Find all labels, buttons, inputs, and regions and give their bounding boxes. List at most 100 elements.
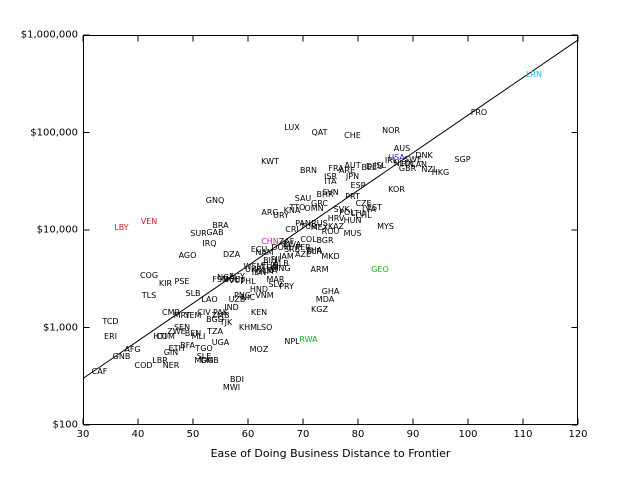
point-label-kor: KOR	[388, 184, 405, 194]
y-tick-label: $10,000	[36, 224, 78, 236]
point-label-sau: SAU	[294, 193, 312, 203]
point-label-gab: GAB	[206, 228, 224, 238]
point-label-pol: POL	[339, 207, 355, 217]
point-label-ago: AGO	[178, 251, 197, 261]
point-label-sle: SLE	[196, 351, 212, 361]
y-tick-label: $1,000,000	[20, 29, 78, 41]
point-label-est: EST	[366, 202, 383, 212]
point-label-mkd: MKD	[321, 251, 340, 261]
point-label-fji: FJI	[270, 255, 281, 265]
point-label-ecu: ECU	[250, 244, 268, 254]
x-tick-label: 120	[568, 429, 588, 440]
point-label-moz: MOZ	[249, 344, 269, 354]
point-label-mys: MYS	[377, 221, 394, 231]
point-label-zwe: ZWE	[167, 326, 186, 336]
point-label-arg: ARG	[261, 207, 279, 217]
point-label-phl: PHL	[240, 277, 256, 287]
point-label-irl: IRL	[384, 156, 398, 165]
point-label-eth: ETH	[168, 344, 185, 354]
point-label-tcd: TCD	[102, 316, 119, 326]
point-label-ukr: UKR	[245, 264, 262, 274]
point-label-tha: THA	[305, 245, 323, 255]
point-label-che: CHE	[344, 131, 361, 141]
point-label-isl: ISL	[374, 161, 386, 171]
point-label-nld: NLD	[393, 158, 411, 168]
point-label-cze: CZE	[355, 198, 372, 208]
point-label-fsm: FSM	[212, 274, 229, 284]
point-label-nor: NOR	[382, 126, 400, 136]
x-tick-label: 60	[241, 429, 255, 440]
point-label-col: COL	[300, 234, 317, 244]
point-label-rus: RUS	[311, 219, 328, 229]
point-label-aus: AUS	[393, 143, 411, 153]
point-label-omn: OMN	[304, 203, 324, 213]
point-label-dnk: DNK	[415, 150, 433, 160]
point-label-gmb: GMB	[200, 356, 219, 366]
point-label-bdi: BDI	[229, 374, 245, 384]
point-label-ita: ITA	[324, 177, 337, 187]
point-label-lrn: LRN	[526, 69, 542, 79]
point-label-tjk: TJK	[219, 318, 233, 328]
point-label-mng: MNG	[271, 263, 291, 273]
point-label-bfa: BFA	[180, 340, 195, 350]
point-label-gtm: GTM	[255, 267, 274, 277]
point-label-zmb: ZMB	[211, 311, 230, 321]
point-label-ben: BEN	[184, 329, 202, 339]
point-label-vnm: VNM	[255, 291, 274, 301]
point-label-gnq: GNQ	[205, 195, 225, 205]
point-label-tgo: TGO	[195, 344, 213, 354]
point-label-pse: PSE	[174, 277, 190, 287]
y-tick-label: $1,000	[43, 322, 78, 333]
point-label-cod: COD	[134, 361, 153, 371]
point-label-qat: QAT	[311, 127, 328, 137]
point-label-tls: TLS	[141, 291, 157, 301]
point-label-hrv: HRV	[327, 213, 345, 223]
point-label-irq: IRQ	[202, 238, 217, 248]
point-label-aze: AZE	[294, 250, 312, 260]
point-label-slb: SLB	[185, 289, 201, 299]
point-label-fro: FRO	[470, 107, 488, 117]
plot-frame-and-fit-line	[82, 34, 579, 426]
point-label-nam: NAM	[255, 248, 274, 258]
point-label-cmr: CMR	[161, 308, 181, 318]
x-tick-label: 90	[406, 429, 420, 440]
point-label-dom: DOM	[271, 243, 291, 253]
point-label-bgr: BGR	[316, 236, 334, 246]
point-label-blr: BLR	[306, 246, 322, 256]
point-label-hkg: HKG	[431, 168, 450, 178]
point-label-tun: TUN	[261, 260, 279, 270]
point-label-zaf: ZAF	[278, 236, 295, 246]
point-label-mar: MAR	[266, 274, 285, 284]
point-label-rwa: RWA	[299, 335, 318, 345]
point-label-arm: ARM	[310, 264, 329, 274]
point-label-gnb: GNB	[112, 351, 131, 361]
x-tick-label: 110	[513, 429, 533, 440]
point-label-mrt: MRT	[173, 311, 191, 321]
point-label-bhr: BHR	[316, 189, 334, 199]
point-label-nic: NIC	[241, 293, 255, 303]
point-label-bwa: BWA	[282, 240, 302, 250]
point-label-idn: IDN	[251, 268, 267, 278]
y-tick-label: $100	[52, 419, 78, 431]
point-label-usa: USA	[388, 152, 405, 162]
point-label-mda: MDA	[315, 295, 335, 305]
point-label-are: ARE	[338, 166, 356, 176]
point-label-cog: COG	[139, 270, 159, 280]
point-label-prt: PRT	[345, 191, 360, 201]
point-label-afg: AFG	[124, 344, 141, 354]
point-label-srb: SRB	[283, 245, 301, 255]
point-label-kna: KNA	[283, 206, 301, 216]
point-label-svn: SVN	[322, 187, 339, 197]
point-label-tur: TUR	[300, 221, 317, 231]
point-label-isr: ISR	[324, 171, 337, 181]
point-label-lao: LAO	[201, 295, 218, 305]
point-label-caf: CAF	[91, 366, 108, 376]
point-label-geo: GEO	[371, 264, 389, 274]
x-tick-label: 80	[351, 429, 365, 440]
point-label-egy: EGY	[229, 271, 245, 281]
point-label-mus: MUS	[343, 228, 362, 238]
point-label-khm: KHM	[238, 322, 258, 332]
point-label-eri: ERI	[104, 331, 117, 341]
point-label-lso: LSO	[256, 322, 273, 332]
point-label-yem: YEM	[184, 311, 202, 321]
